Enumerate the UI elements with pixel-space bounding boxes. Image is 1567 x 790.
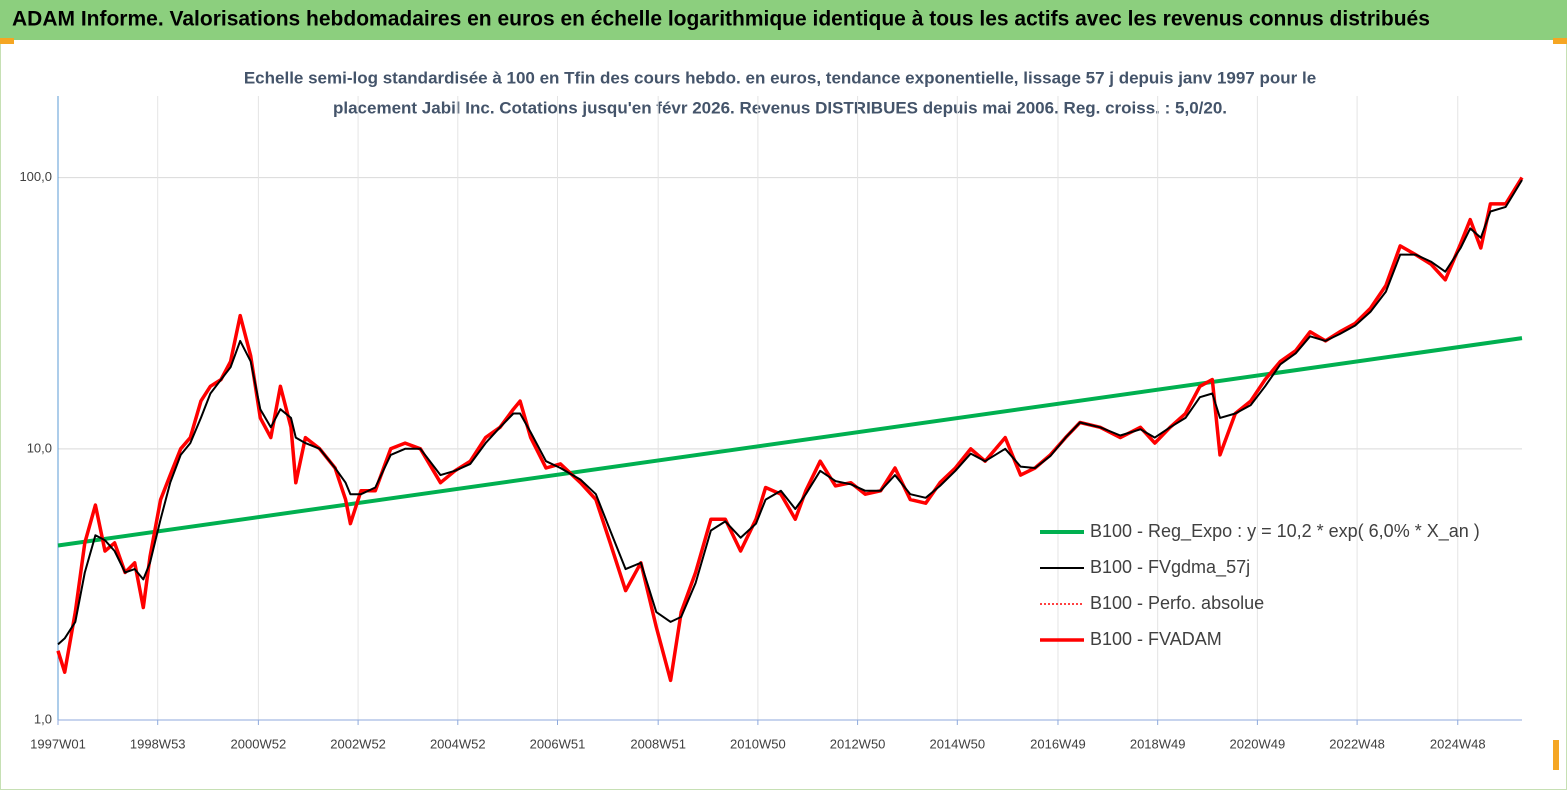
- legend-label: B100 - FVgdma_57j: [1090, 557, 1250, 578]
- x-tick-label: 2024W48: [1430, 736, 1486, 751]
- corner: [0, 38, 14, 44]
- y-tick-label: 100,0: [19, 169, 52, 184]
- subtitle: Echelle semi-log standardisée à 100 en T…: [244, 68, 1316, 87]
- x-tick-label: 2012W50: [830, 736, 886, 751]
- legend-label: B100 - FVADAM: [1090, 629, 1222, 649]
- chart-title: ADAM Informe. Valorisations hebdomadaire…: [12, 8, 1430, 31]
- series-line: [56, 176, 1524, 683]
- x-tick-label: 2022W48: [1329, 736, 1385, 751]
- subtitle: placement Jabil Inc. Cotations jusqu'en …: [333, 98, 1227, 117]
- x-tick-label: 1997W01: [30, 736, 86, 751]
- series-line: [57, 336, 1523, 548]
- series-line: [57, 179, 1523, 646]
- y-tick-label: 10,0: [27, 440, 52, 455]
- x-tick-label: 2014W50: [929, 736, 985, 751]
- legend-label: B100 - Perfo. absolue: [1090, 593, 1264, 613]
- corner: [1553, 38, 1567, 44]
- x-tick-label: 2008W51: [630, 736, 686, 751]
- x-tick-label: 2002W52: [330, 736, 386, 751]
- y-tick-label: 1,0: [34, 711, 52, 726]
- title-banner: [0, 0, 1567, 40]
- x-tick-label: 2010W50: [730, 736, 786, 751]
- x-tick-label: 2000W52: [231, 736, 287, 751]
- legend-label: B100 - Reg_Expo : y = 10,2 * exp( 6,0% *…: [1090, 521, 1480, 542]
- x-tick-label: 2006W51: [530, 736, 586, 751]
- x-tick-label: 2016W49: [1030, 736, 1086, 751]
- x-tick-label: 1998W53: [130, 736, 186, 751]
- x-tick-label: 2004W52: [430, 736, 486, 751]
- corner: [1553, 740, 1559, 770]
- x-tick-label: 2018W49: [1130, 736, 1186, 751]
- x-tick-label: 2020W49: [1230, 736, 1286, 751]
